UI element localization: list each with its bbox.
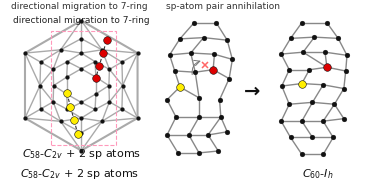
Text: $C_{58}$-$C_{2v}$ + 2 sp atoms: $C_{58}$-$C_{2v}$ + 2 sp atoms — [20, 167, 139, 181]
Text: $C_{60}$-$I_h$: $C_{60}$-$I_h$ — [302, 167, 333, 181]
Text: directional migration to 7-ring: directional migration to 7-ring — [11, 2, 148, 11]
Text: →: → — [244, 82, 261, 100]
Text: $C_{58}$-$C_{2v}$ + 2 sp atoms: $C_{58}$-$C_{2v}$ + 2 sp atoms — [22, 147, 141, 161]
Text: directional migration to 7-ring: directional migration to 7-ring — [13, 16, 150, 25]
Text: sp-atom pair annihilation: sp-atom pair annihilation — [166, 2, 280, 11]
